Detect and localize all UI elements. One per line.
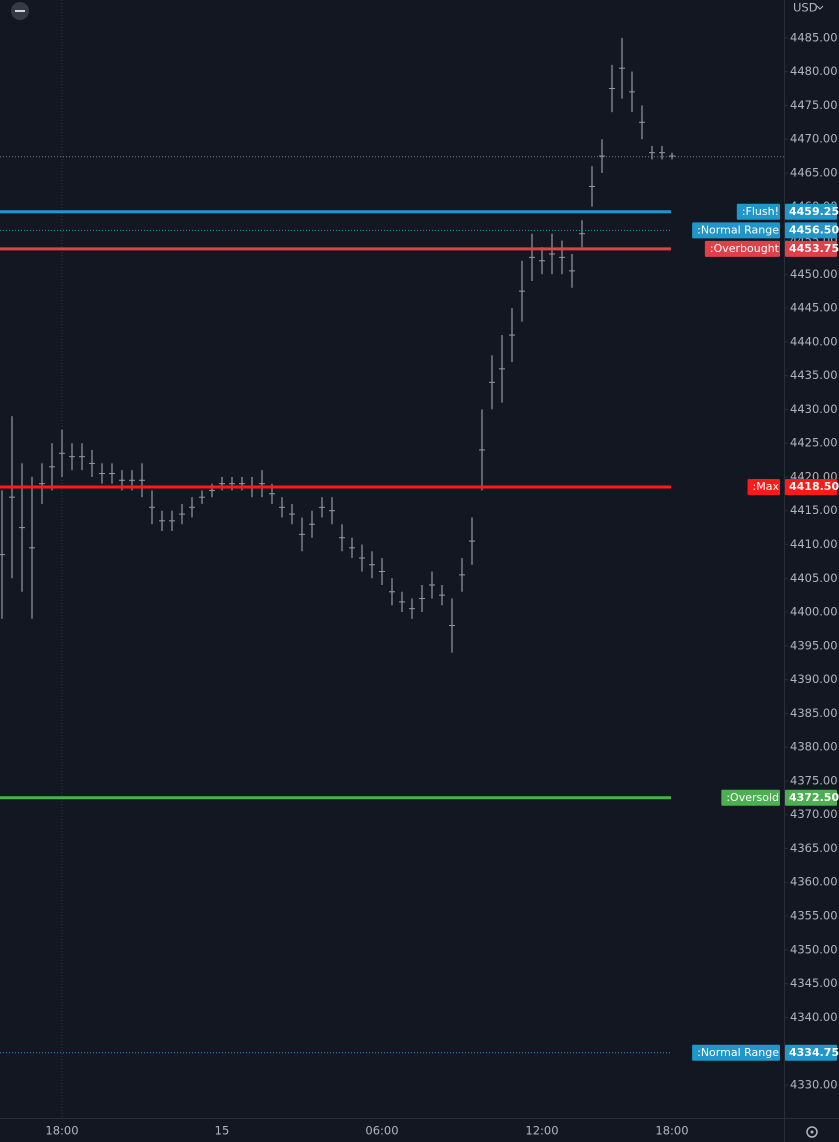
level-name-box — [736, 203, 780, 220]
level-label: :Flush! 4459.25 — [736, 203, 839, 220]
level-name-box — [721, 789, 780, 806]
currency-caret[interactable] — [816, 5, 824, 10]
level-value: 4334.75 — [789, 1046, 839, 1059]
level-value: 4372.50 — [789, 791, 839, 804]
gear-icon[interactable] — [806, 1126, 818, 1138]
y-tick-label: 4410.00 — [790, 537, 838, 551]
menu-button[interactable] — [11, 2, 29, 20]
y-tick-label: 4340.00 — [790, 1010, 838, 1024]
gear-center[interactable] — [810, 1130, 814, 1134]
y-tick-label: 4365.00 — [790, 841, 838, 855]
y-tick-label: 4355.00 — [790, 909, 838, 923]
level-value: 4459.25 — [789, 205, 839, 218]
y-tick-label: 4395.00 — [790, 638, 838, 652]
level-value-box — [785, 222, 837, 239]
level-value-box — [785, 479, 837, 496]
y-tick-label: 4465.00 — [790, 165, 838, 179]
level-value: 4453.75 — [789, 242, 839, 255]
level-name-box — [747, 479, 780, 496]
level-name: :Oversold — [726, 791, 779, 804]
y-tick-label: 4370.00 — [790, 807, 838, 821]
level-name-box — [704, 240, 780, 257]
y-tick-label: 4415.00 — [790, 503, 838, 517]
level-value: 4456.50 — [789, 223, 839, 236]
x-tick-label: 15 — [215, 1124, 230, 1138]
y-tick-label: 4435.00 — [790, 368, 838, 382]
level-value-box — [785, 789, 837, 806]
y-tick-label: 4470.00 — [790, 132, 838, 146]
settings-button[interactable] — [806, 1126, 818, 1138]
y-tick-label: 4425.00 — [790, 436, 838, 450]
level-label: :Oversold 4372.50 — [721, 789, 839, 806]
currency-label[interactable]: USD — [793, 1, 818, 15]
y-tick-label: 4405.00 — [790, 571, 838, 585]
y-tick-label: 4445.00 — [790, 301, 838, 315]
y-tick-label: 4430.00 — [790, 402, 838, 416]
y-tick-label: 4480.00 — [790, 64, 838, 78]
level-name: :Flush! — [742, 205, 779, 218]
y-tick-label: 4390.00 — [790, 672, 838, 686]
y-tick-label: 4450.00 — [790, 267, 838, 281]
y-tick-label: 4385.00 — [790, 706, 838, 720]
y-tick-label: 4380.00 — [790, 740, 838, 754]
y-tick-label: 4330.00 — [790, 1077, 838, 1091]
menu-icon[interactable] — [15, 10, 25, 12]
level-name-box — [692, 1044, 780, 1061]
level-name-box — [692, 222, 780, 239]
x-tick-label: 18:00 — [655, 1124, 688, 1138]
y-tick-label: 4475.00 — [790, 98, 838, 112]
level-label: :Normal Range 4456.50 — [692, 222, 839, 239]
y-tick-label: 4350.00 — [790, 942, 838, 956]
y-tick-label: 4485.00 — [790, 30, 838, 44]
x-tick-label: 12:00 — [525, 1124, 558, 1138]
level-label: :Overbought 4453.75 — [704, 240, 839, 257]
y-tick-label: 4345.00 — [790, 976, 838, 990]
level-value-box — [785, 240, 837, 257]
level-name: :Normal Range — [697, 1046, 779, 1059]
y-tick-label: 4440.00 — [790, 334, 838, 348]
level-value-box — [785, 203, 837, 220]
y-tick-label: 4360.00 — [790, 875, 838, 889]
level-name: :Normal Range — [697, 223, 779, 236]
level-label: :Normal Range 4334.75 — [692, 1044, 839, 1061]
y-tick-label: 4400.00 — [790, 605, 838, 619]
level-name: :Max — [753, 480, 780, 493]
level-value: 4418.50 — [789, 480, 839, 493]
y-tick-label: 4375.00 — [790, 773, 838, 787]
x-tick-label: 18:00 — [45, 1124, 78, 1138]
x-tick-label: 06:00 — [365, 1124, 398, 1138]
level-label: :Max 4418.50 — [747, 479, 839, 496]
level-name: :Overbought — [710, 242, 780, 255]
level-value-box — [785, 1044, 837, 1061]
